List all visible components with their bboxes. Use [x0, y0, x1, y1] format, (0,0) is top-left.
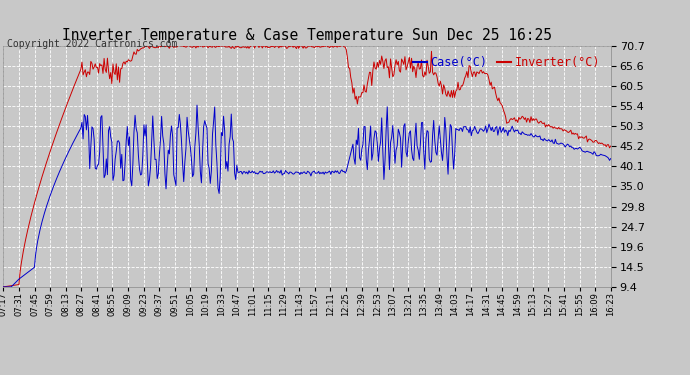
- Legend: Case(°C), Inverter(°C): Case(°C), Inverter(°C): [408, 52, 604, 74]
- Text: Copyright 2022 Cartronics.com: Copyright 2022 Cartronics.com: [7, 39, 177, 50]
- Title: Inverter Temperature & Case Temperature Sun Dec 25 16:25: Inverter Temperature & Case Temperature …: [62, 28, 552, 43]
